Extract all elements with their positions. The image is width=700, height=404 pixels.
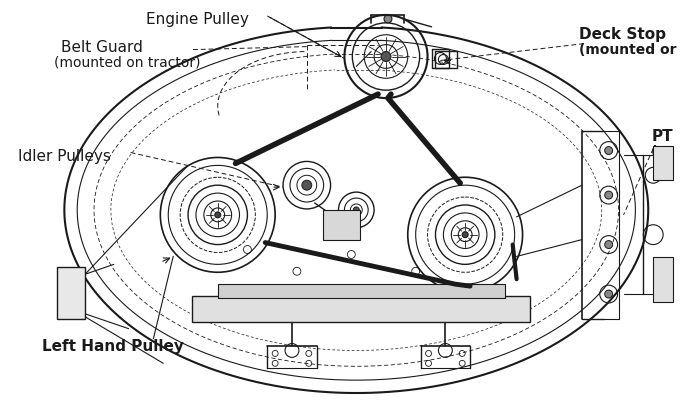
FancyBboxPatch shape	[192, 296, 531, 322]
Circle shape	[302, 180, 312, 190]
Circle shape	[605, 241, 612, 248]
Text: Idler Pulleys: Idler Pulleys	[18, 149, 111, 164]
Bar	[57, 267, 85, 319]
Text: (mounted on tractor): (mounted on tractor)	[55, 55, 201, 69]
Text: (m: (m	[651, 145, 672, 159]
Bar	[653, 145, 673, 180]
Text: Deck Stop: Deck Stop	[579, 27, 666, 42]
Circle shape	[215, 212, 220, 218]
Bar	[653, 257, 673, 302]
Circle shape	[462, 231, 468, 238]
Circle shape	[381, 52, 391, 61]
Circle shape	[605, 191, 612, 199]
Text: Left Hand Pulley: Left Hand Pulley	[41, 339, 183, 354]
FancyBboxPatch shape	[323, 210, 360, 240]
Circle shape	[384, 15, 392, 23]
Text: Engine Pulley: Engine Pulley	[146, 12, 249, 27]
Circle shape	[354, 207, 359, 213]
Text: Belt Guard: Belt Guard	[62, 40, 144, 55]
Bar	[218, 284, 505, 298]
Text: PT: PT	[651, 129, 673, 144]
Circle shape	[605, 290, 612, 298]
Circle shape	[605, 147, 612, 154]
Text: (mounted or: (mounted or	[579, 43, 676, 57]
